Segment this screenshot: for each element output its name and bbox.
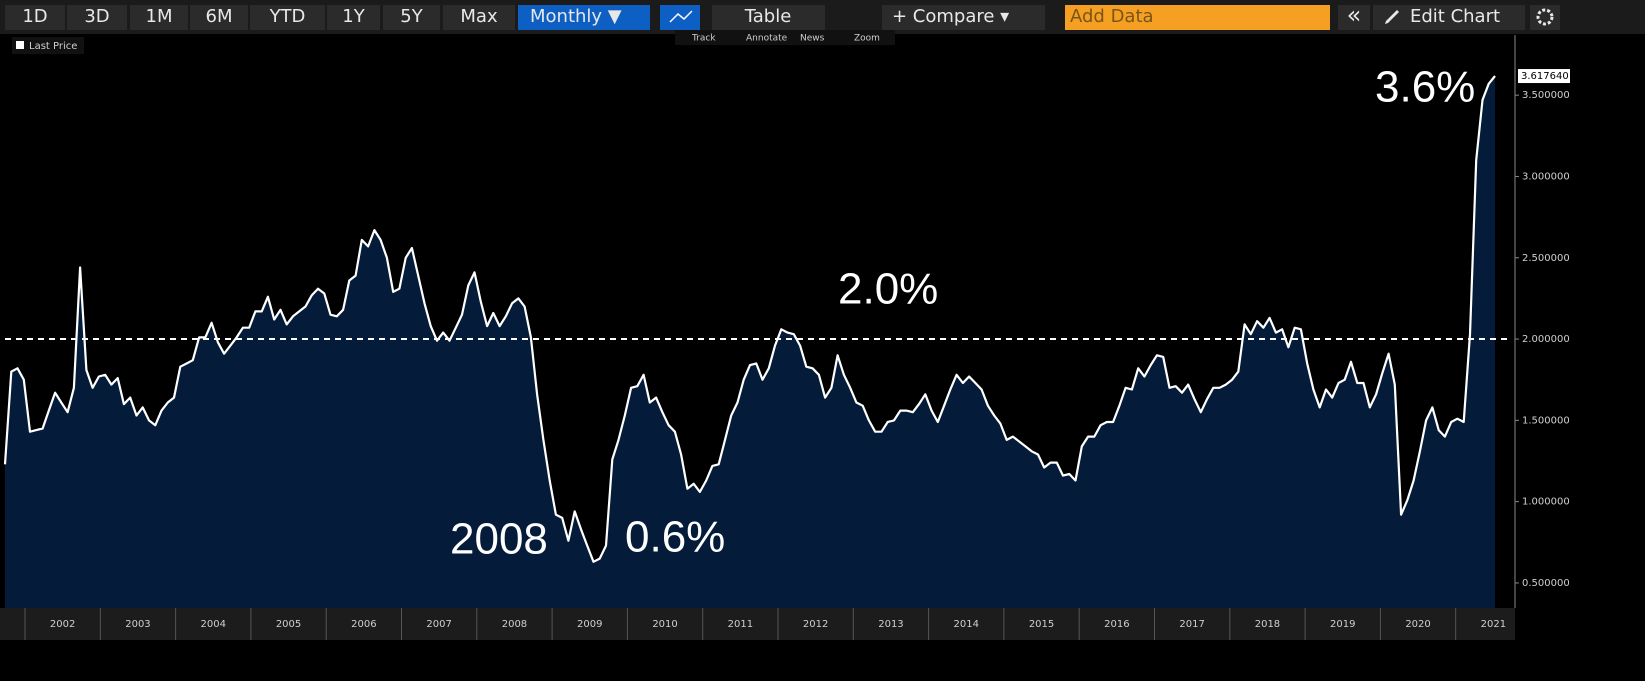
compare-label[interactable]: + Compare ▾ xyxy=(892,6,1009,27)
add-data-placeholder[interactable]: Add Data xyxy=(1070,6,1154,27)
legend-label: Last Price xyxy=(29,41,77,52)
y-tick-label: 2.500000 xyxy=(1522,253,1570,264)
x-tick-label: 2015 xyxy=(1029,619,1054,630)
x-tick-label: 2011 xyxy=(728,619,753,630)
tool-label[interactable]: Annotate xyxy=(746,34,788,44)
range-button[interactable] xyxy=(130,5,188,30)
range-label[interactable]: 5Y xyxy=(400,6,423,27)
range-label[interactable]: YTD xyxy=(269,6,306,27)
y-tick-label: 1.000000 xyxy=(1522,497,1570,508)
frequency-button[interactable] xyxy=(518,5,650,30)
x-tick-label: 2009 xyxy=(577,619,602,630)
x-tick-label: 2012 xyxy=(803,619,828,630)
x-tick-label: 2020 xyxy=(1405,619,1430,630)
gear-icon xyxy=(1536,8,1554,26)
collapse-label[interactable]: « xyxy=(1347,1,1362,29)
range-button[interactable] xyxy=(443,5,515,30)
range-button[interactable] xyxy=(250,5,325,30)
x-tick-label: 2016 xyxy=(1104,619,1129,630)
range-label[interactable]: 1Y xyxy=(342,6,365,27)
x-tick-label: 2004 xyxy=(201,619,226,630)
x-tick-label: 2021 xyxy=(1481,619,1506,630)
x-tick-label: 2010 xyxy=(652,619,677,630)
compare-button[interactable] xyxy=(882,5,1045,30)
tool-label[interactable]: News xyxy=(800,34,825,44)
x-tick-label: 2002 xyxy=(50,619,75,630)
range-label[interactable]: 1D xyxy=(22,6,47,27)
x-tick-label: 2013 xyxy=(878,619,903,630)
chart-type-button[interactable] xyxy=(660,5,700,30)
area xyxy=(5,76,1495,608)
tools-bar xyxy=(675,30,895,45)
legend-swatch xyxy=(16,41,24,49)
x-tick-label: 2017 xyxy=(1179,619,1204,630)
y-tick-label: 3.500000 xyxy=(1522,90,1570,101)
annotation: 3.6% xyxy=(1375,63,1475,112)
x-tick-label: 2018 xyxy=(1255,619,1280,630)
table-label[interactable]: Table xyxy=(744,6,792,27)
table-button[interactable] xyxy=(712,5,825,30)
x-tick-label: 2014 xyxy=(954,619,979,630)
edit-chart-button[interactable] xyxy=(1373,5,1525,30)
x-tick-label: 2008 xyxy=(502,619,527,630)
add-data-input[interactable] xyxy=(1065,5,1330,30)
y-tick-label: 2.000000 xyxy=(1522,334,1570,345)
frequency-label[interactable]: Monthly ▼ xyxy=(530,6,622,27)
x-axis-bg xyxy=(0,608,1515,640)
x-tick-label: 2006 xyxy=(351,619,376,630)
range-button[interactable] xyxy=(67,5,127,30)
range-button[interactable] xyxy=(190,5,248,30)
chart-icon xyxy=(669,10,693,23)
x-tick-label: 2007 xyxy=(426,619,451,630)
last-price-label: 3.617640 xyxy=(1521,71,1569,82)
range-button[interactable] xyxy=(383,5,440,30)
x-tick-label: 2003 xyxy=(125,619,150,630)
legend-box xyxy=(12,37,84,54)
line xyxy=(3,75,1496,563)
x-tick-label: 2019 xyxy=(1330,619,1355,630)
range-label[interactable]: 6M xyxy=(206,6,233,27)
edit-chart-label[interactable]: Edit Chart xyxy=(1410,6,1500,27)
range-label[interactable]: 1M xyxy=(146,6,173,27)
y-tick-label: 0.500000 xyxy=(1522,578,1570,589)
collapse-button[interactable] xyxy=(1338,5,1370,30)
annotation: 2008 xyxy=(450,515,548,564)
tool-label[interactable]: Zoom xyxy=(854,34,880,44)
tool-label[interactable]: Track xyxy=(691,34,716,44)
annotation: 2.0% xyxy=(838,265,938,314)
range-label[interactable]: Max xyxy=(460,6,498,27)
range-button[interactable] xyxy=(327,5,380,30)
y-tick-label: 1.500000 xyxy=(1522,415,1570,426)
y-tick-label: 3.000000 xyxy=(1522,171,1570,182)
last-price-box xyxy=(1518,69,1570,84)
range-button[interactable] xyxy=(5,5,65,30)
x-tick-label: 2005 xyxy=(276,619,301,630)
pencil-icon xyxy=(1385,10,1399,24)
range-label[interactable]: 3D xyxy=(84,6,109,27)
annotation: 0.6% xyxy=(625,513,725,562)
